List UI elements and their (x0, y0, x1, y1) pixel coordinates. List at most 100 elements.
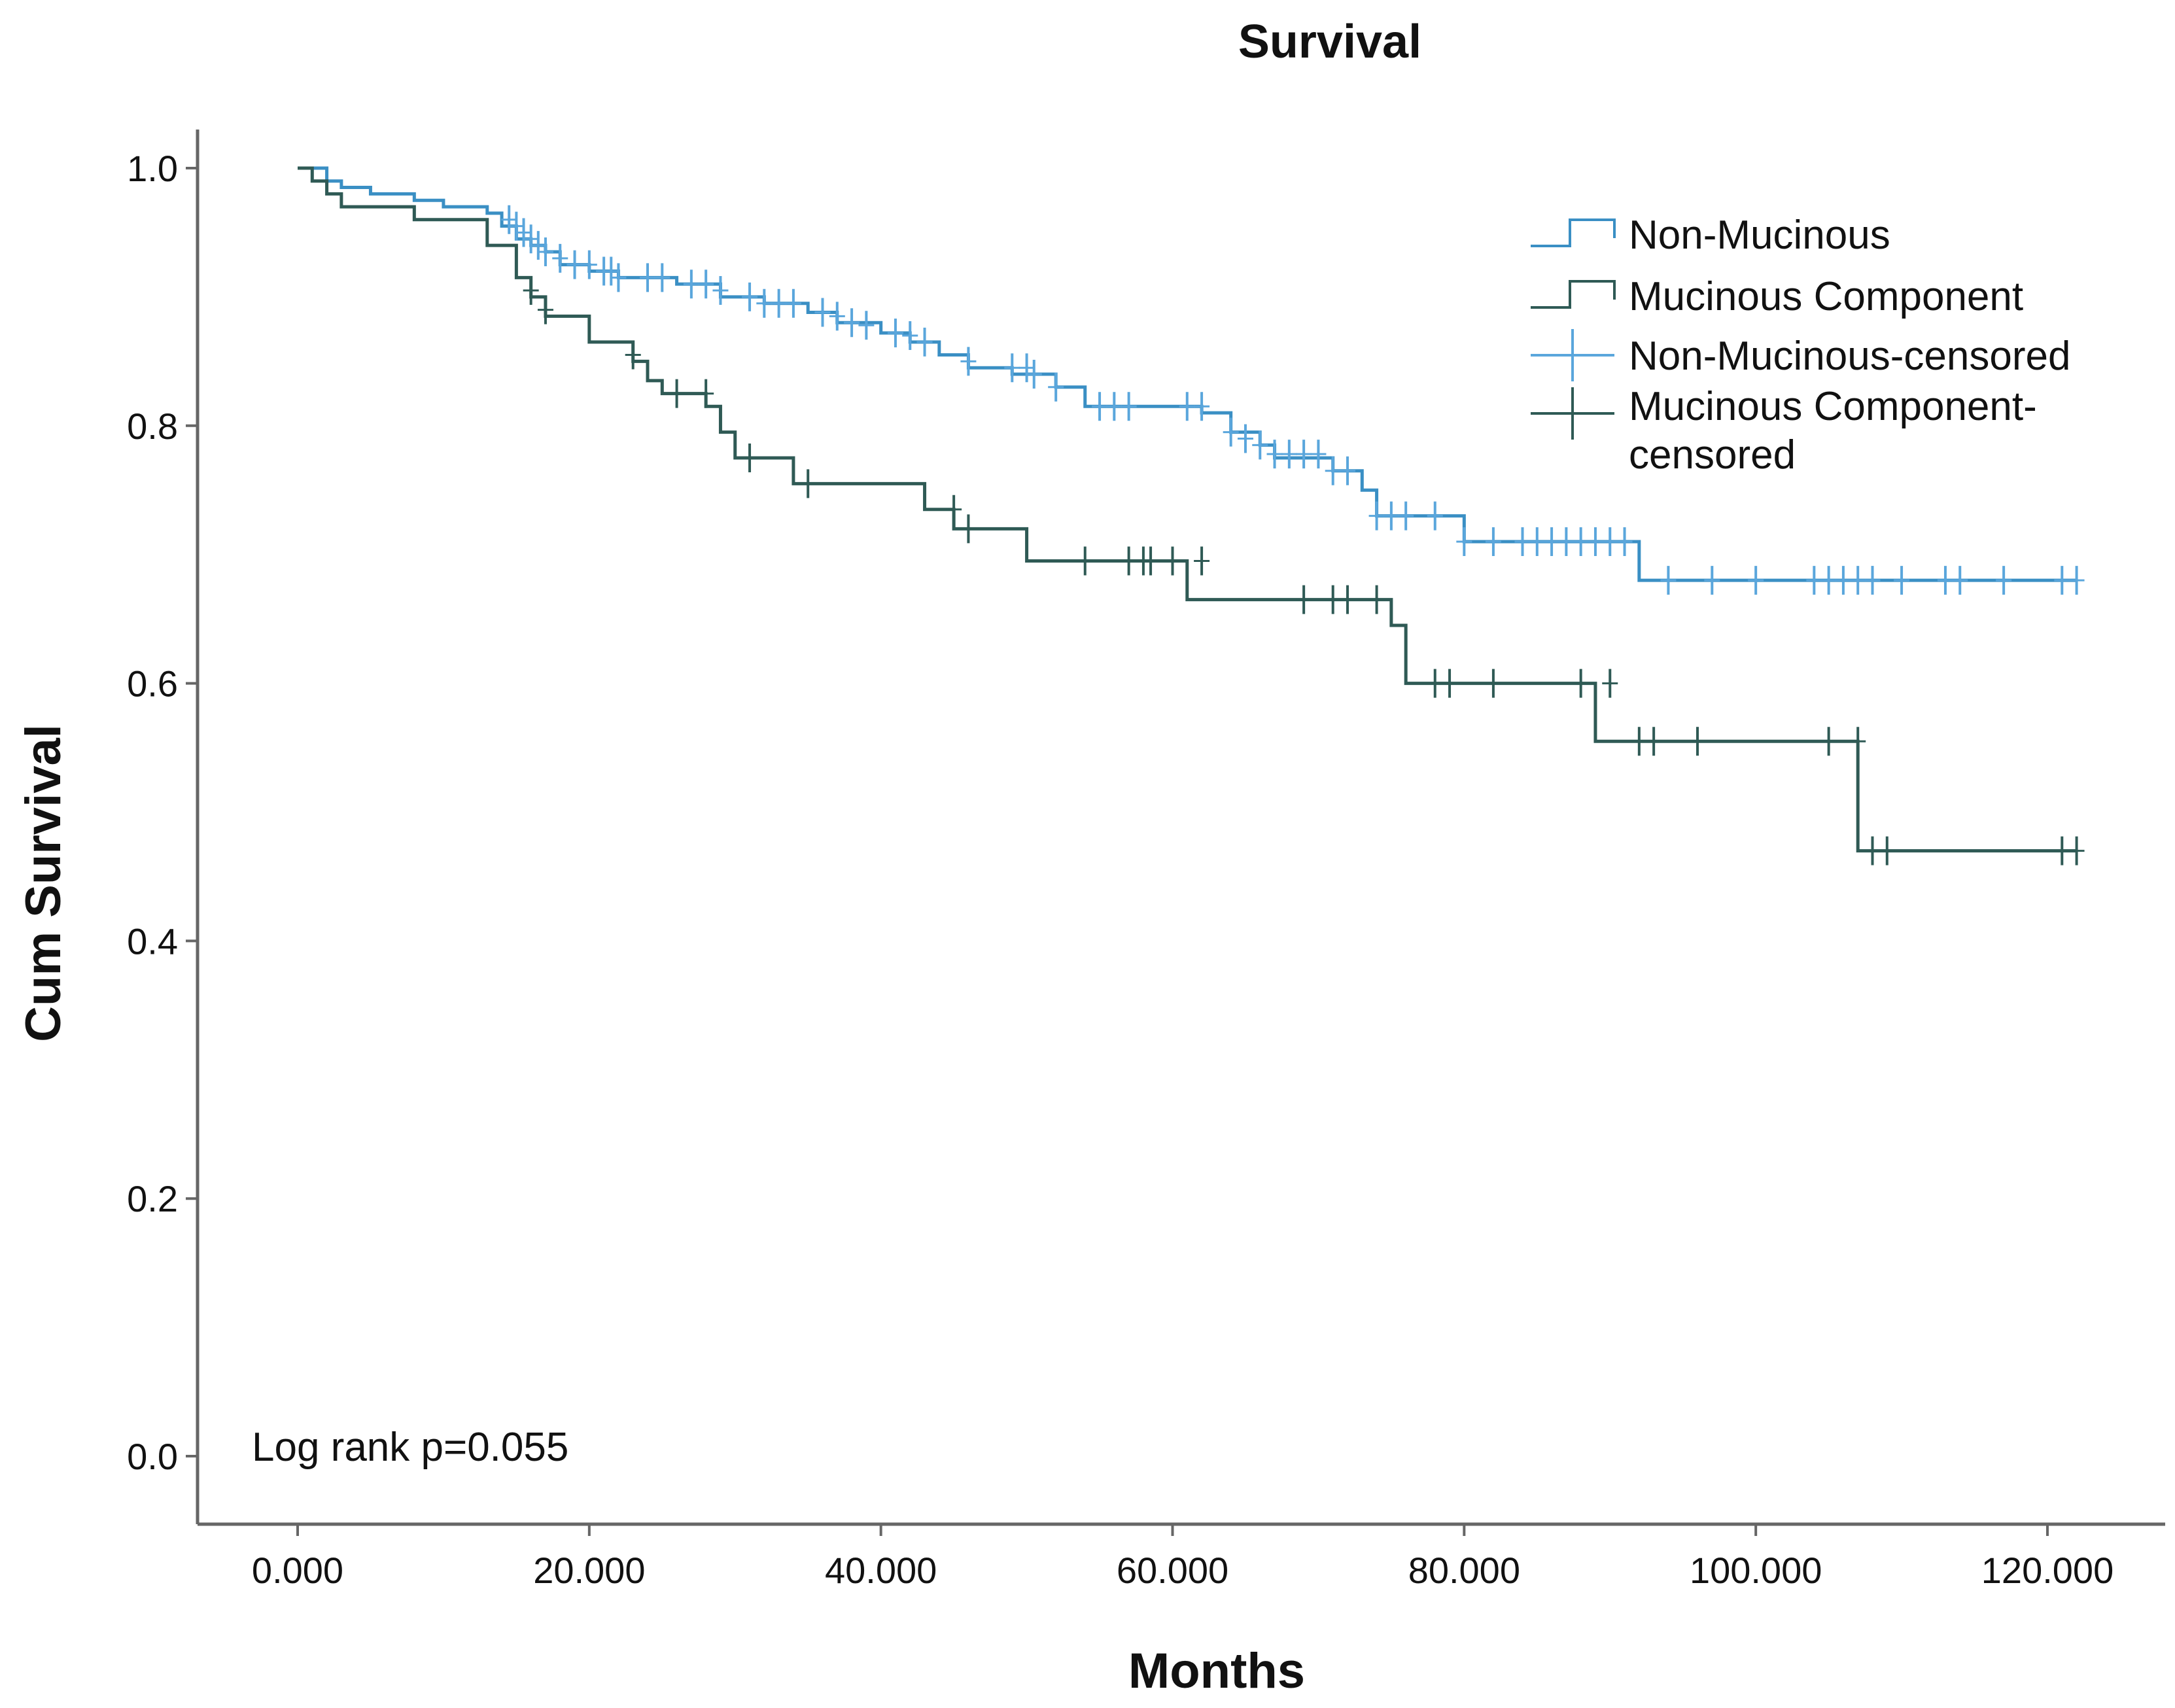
legend-item-3: Non-Mucinous-censored (1531, 329, 2070, 381)
censor-mark-non-mucinous (523, 224, 539, 254)
censor-mark-non-mucinous (530, 231, 546, 260)
censor-mark-mucinous (523, 276, 539, 305)
censor-mark-non-mucinous (508, 211, 525, 241)
x-tick-label: 0.000 (252, 1550, 343, 1591)
censor-mark-mucinous (2068, 836, 2085, 865)
y-tick-label: 1.0 (127, 148, 178, 189)
censor-mark-mucinous (742, 444, 758, 473)
censor-mark-mucinous (537, 295, 553, 324)
y-tick-label: 0.0 (127, 1436, 178, 1477)
censor-mark-mucinous (1646, 727, 1662, 756)
censor-mark-non-mucinous (515, 218, 532, 247)
censor-mark-non-mucinous (1485, 527, 1501, 557)
x-tick-label: 80.000 (1408, 1550, 1520, 1591)
censor-mark-non-mucinous (1281, 440, 1297, 469)
censor-mark-non-mucinous (581, 250, 597, 279)
legend-swatch-line (1531, 218, 1616, 247)
censor-mark-mucinous (1631, 727, 1647, 756)
censor-mark-mucinous (1442, 669, 1458, 698)
censor-mark-non-mucinous (1121, 392, 1137, 421)
censor-mark-non-mucinous (1383, 501, 1399, 531)
y-tick-label: 0.6 (127, 663, 178, 705)
censor-mark-non-mucinous (603, 256, 619, 286)
legend-swatch-line (1531, 280, 1616, 309)
censor-mark-non-mucinous (1018, 353, 1035, 383)
x-tick-label: 20.000 (533, 1550, 645, 1591)
censor-mark-non-mucinous (1427, 501, 1443, 531)
legend-label-continued: censored (1629, 432, 1796, 478)
censor-mark-mucinous (1864, 836, 1881, 865)
censor-mark-mucinous (1573, 669, 1589, 698)
censor-mark-mucinous (1121, 546, 1137, 576)
censor-mark-mucinous (1820, 727, 1837, 756)
censor-mark-non-mucinous (683, 270, 699, 299)
censor-mark-non-mucinous (1340, 456, 1355, 485)
censor-mark-non-mucinous (1004, 353, 1020, 383)
censor-mark-non-mucinous (1602, 527, 1618, 557)
censor-mark-non-mucinous (1325, 456, 1341, 485)
censor-mark-non-mucinous (2054, 566, 2070, 595)
censor-mark-non-mucinous (1952, 566, 1968, 595)
legend-item-4: Mucinous Component-censored (1531, 384, 2037, 478)
censor-mark-mucinous (1602, 669, 1618, 698)
y-tick-label: 0.2 (127, 1178, 178, 1219)
censor-mark-non-mucinous (1558, 527, 1575, 557)
censor-mark-non-mucinous (654, 263, 670, 292)
censor-mark-non-mucinous (712, 276, 729, 305)
censor-mark-non-mucinous (1456, 527, 1472, 557)
censor-mark-mucinous (1879, 836, 1895, 865)
censor-mark-non-mucinous (960, 347, 977, 376)
censor-mark-non-mucinous (1894, 566, 1910, 595)
censor-mark-mucinous (2054, 836, 2070, 865)
censor-mark-non-mucinous (1398, 501, 1414, 531)
censor-mark-non-mucinous (756, 288, 773, 318)
y-tick-label: 0.8 (127, 406, 178, 447)
legend-label: Non-Mucinous (1629, 213, 1890, 258)
censor-mark-mucinous (1077, 546, 1093, 576)
censor-mark-non-mucinous (1092, 392, 1108, 421)
censor-mark-mucinous (669, 379, 685, 408)
censor-mark-non-mucinous (887, 319, 903, 348)
legend: Non-Mucinous Mucinous Component Non-Mucino… (1531, 213, 2070, 478)
censor-mark-non-mucinous (844, 308, 860, 338)
censor-mark-non-mucinous (1310, 440, 1327, 469)
censor-mark-mucinous (1485, 669, 1501, 698)
censor-mark-non-mucinous (742, 282, 758, 311)
censor-mark-mucinous (698, 379, 714, 408)
censor-mark-non-mucinous (1252, 430, 1268, 460)
y-axis-title: Cum Survival (16, 724, 71, 1042)
legend-label: Mucinous Component (1629, 274, 2023, 319)
legend-item-2: Mucinous Component (1531, 274, 2023, 319)
censor-mark-non-mucinous (814, 298, 831, 327)
censor-mark-non-mucinous (785, 288, 801, 318)
censor-mark-mucinous (1690, 727, 1705, 756)
censor-mark-mucinous (1427, 669, 1443, 698)
censor-mark-non-mucinous (1835, 566, 1851, 595)
censor-mark-non-mucinous (1616, 527, 1633, 557)
censor-mark-non-mucinous (1048, 372, 1064, 402)
censor-mark-mucinous (1194, 546, 1210, 576)
y-tick-label: 0.4 (127, 920, 178, 962)
censor-mark-mucinous (1325, 585, 1341, 614)
censor-mark-mucinous (1850, 727, 1866, 756)
censor-mark-non-mucinous (1194, 392, 1210, 421)
censor-mark-non-mucinous (610, 263, 627, 292)
censor-mark-non-mucinous (771, 288, 787, 318)
censor-mark-non-mucinous (1864, 566, 1881, 595)
censor-mark-mucinous (946, 495, 962, 524)
legend-label: Mucinous Component- (1629, 384, 2037, 429)
censor-mark-non-mucinous (1820, 566, 1837, 595)
censor-mark-non-mucinous (1996, 566, 2012, 595)
censor-mark-non-mucinous (1266, 440, 1283, 469)
x-tick-label: 40.000 (825, 1550, 937, 1591)
censor-mark-mucinous (960, 514, 977, 544)
x-tick-label: 100.000 (1690, 1550, 1822, 1591)
censor-mark-mucinous (1340, 585, 1355, 614)
censor-mark-non-mucinous (566, 250, 583, 279)
censor-mark-non-mucinous (858, 311, 875, 340)
censor-mark-non-mucinous (1587, 527, 1603, 557)
censor-mark-non-mucinous (2068, 566, 2085, 595)
censor-mark-non-mucinous (1806, 566, 1822, 595)
censor-mark-non-mucinous (1106, 392, 1122, 421)
